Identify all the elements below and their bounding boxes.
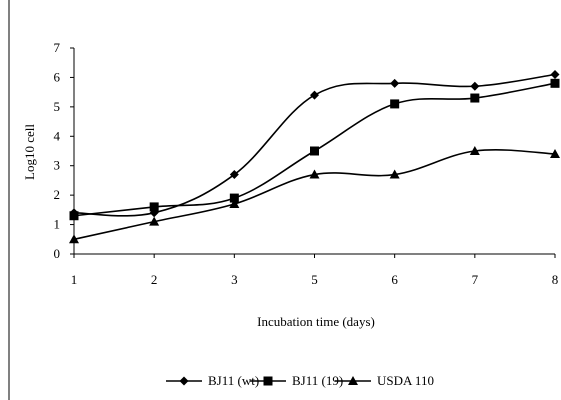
- data-point-usda-110: [389, 169, 400, 179]
- x-tick-label: 1: [71, 272, 78, 287]
- data-point-bj11-wt: [390, 78, 400, 88]
- y-tick-label: 4: [54, 128, 61, 143]
- legend: BJ11 (wt) BJ11 (19) USDA 110: [166, 373, 434, 388]
- legend-marker-bj11-wt: [179, 376, 189, 386]
- data-point-bj11-19: [550, 78, 560, 88]
- data-point-usda-110: [309, 169, 320, 179]
- series-layer: [69, 69, 560, 244]
- y-tick-label: 5: [54, 99, 61, 114]
- legend-label-usda-110: USDA 110: [377, 373, 434, 388]
- series-line-usda-110: [73, 149, 556, 241]
- data-point-bj11-wt: [310, 90, 319, 100]
- data-point-usda-110: [149, 216, 160, 226]
- data-point-bj11-wt: [550, 69, 560, 79]
- y-tick-label: 2: [54, 187, 61, 202]
- y-axis-label: Log10 cell: [22, 124, 37, 180]
- data-point-usda-110: [550, 148, 560, 158]
- data-point-bj11-wt: [229, 170, 239, 180]
- data-point-bj11-wt: [470, 81, 480, 91]
- y-tick-label: 3: [54, 158, 61, 173]
- x-tick-label: 7: [472, 272, 479, 287]
- y-tick-label: 0: [54, 246, 61, 261]
- x-tick-label: 3: [231, 272, 238, 287]
- x-tick-label: 8: [552, 272, 559, 287]
- data-point-usda-110: [469, 146, 480, 155]
- y-tick-label: 1: [54, 217, 61, 232]
- x-axis-label: Incubation time (days): [257, 314, 375, 329]
- y-tick-label: 7: [54, 40, 61, 55]
- x-tick-label: 2: [151, 272, 158, 287]
- data-point-usda-110: [69, 234, 79, 244]
- data-point-bj11-19: [390, 99, 400, 109]
- legend-marker-bj11-19: [263, 376, 273, 386]
- data-point-bj11-19: [229, 193, 239, 203]
- legend-label-bj11-19: BJ11 (19): [292, 373, 343, 388]
- data-point-bj11-19: [69, 211, 79, 221]
- y-tick-label: 6: [54, 69, 61, 84]
- legend-label-bj11-wt: BJ11 (wt): [208, 373, 259, 388]
- x-tick-label: 5: [311, 272, 318, 287]
- data-point-usda-110: [229, 198, 240, 208]
- data-point-bj11-19: [149, 202, 159, 212]
- data-point-bj11-19: [470, 93, 480, 103]
- data-point-bj11-19: [310, 146, 319, 156]
- x-tick-label: 6: [391, 272, 398, 287]
- legend-marker-usda-110: [348, 376, 358, 385]
